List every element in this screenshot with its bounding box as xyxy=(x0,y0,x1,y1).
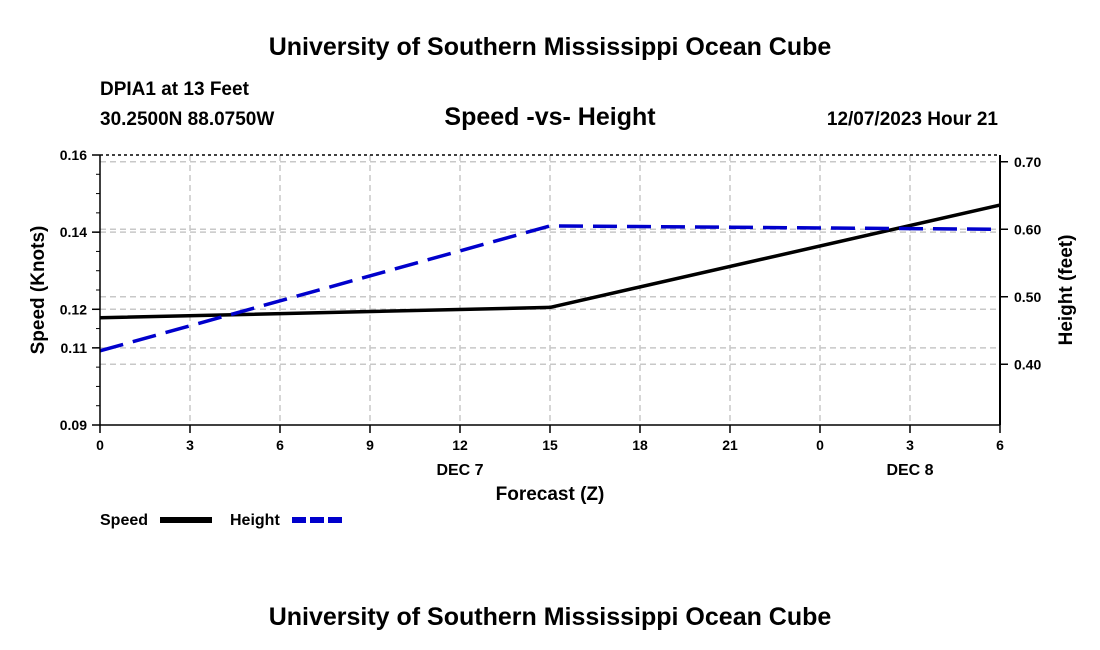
y2-tick-label: 0.70 xyxy=(1014,154,1041,170)
footer-title: University of Southern Mississippi Ocean… xyxy=(269,603,832,631)
x-tick-label: 18 xyxy=(632,437,648,453)
page-title: University of Southern Mississippi Ocean… xyxy=(269,33,832,61)
x-tick-label: 0 xyxy=(816,437,824,453)
series-line-height xyxy=(99,224,1001,353)
x-tick-label: 12 xyxy=(452,437,468,453)
y2-tick-label: 0.50 xyxy=(1014,289,1041,305)
y-axis-label: Speed (Knots) xyxy=(28,226,49,355)
legend-speed-label: Speed xyxy=(100,512,148,529)
x-tick-label: 9 xyxy=(366,437,374,453)
legend-height-label: Height xyxy=(230,512,280,529)
x-axis-label: Forecast (Z) xyxy=(496,484,605,505)
y-axis-ticks: 0.09 0.11 0.12 0.14 0.16 xyxy=(60,147,100,433)
x-date-label: DEC 8 xyxy=(886,462,933,479)
x-tick-label: 0 xyxy=(96,437,104,453)
series-line-speed xyxy=(99,203,1001,320)
x-tick-label: 15 xyxy=(542,437,558,453)
grid xyxy=(100,155,1000,425)
y-tick-label: 0.16 xyxy=(60,147,87,163)
y2-tick-label: 0.60 xyxy=(1014,221,1041,237)
y2-axis-ticks: 0.40 0.50 0.60 0.70 xyxy=(1000,154,1041,372)
legend: Speed Height xyxy=(100,512,342,529)
x-tick-label: 3 xyxy=(186,437,194,453)
series-layer xyxy=(99,203,1001,353)
x-tick-label: 6 xyxy=(276,437,284,453)
y-tick-label: 0.11 xyxy=(61,340,88,356)
datetime-label: 12/07/2023 Hour 21 xyxy=(827,109,999,130)
x-axis-ticks: 0 3 6 9 12 15 18 21 0 3 6 DEC 7 DEC 8 xyxy=(96,425,1004,479)
y-tick-label: 0.12 xyxy=(60,301,87,317)
chart-title: Speed -vs- Height xyxy=(444,103,656,131)
location-label: 30.2500N 88.0750W xyxy=(100,109,274,130)
y-tick-label: 0.09 xyxy=(60,417,87,433)
y-tick-label: 0.14 xyxy=(60,224,87,240)
y2-tick-label: 0.40 xyxy=(1014,356,1041,372)
station-label: DPIA1 at 13 Feet xyxy=(100,79,250,100)
x-date-label: DEC 7 xyxy=(436,462,483,479)
x-tick-label: 21 xyxy=(722,437,738,453)
x-tick-label: 6 xyxy=(996,437,1004,453)
y2-axis-label: Height (feet) xyxy=(1056,235,1077,346)
x-tick-label: 3 xyxy=(906,437,914,453)
